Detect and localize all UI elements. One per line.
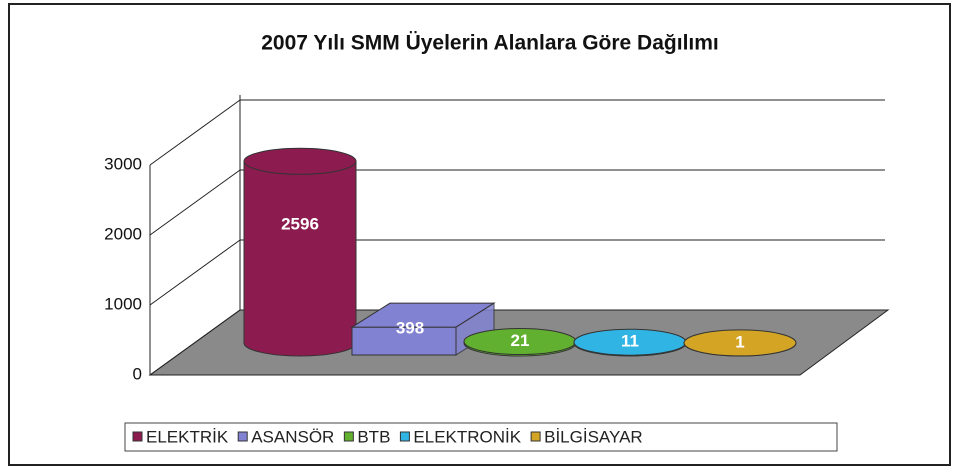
value-label: 21	[511, 331, 530, 350]
value-label: 398	[396, 319, 424, 338]
y-tick-label: 3000	[104, 154, 142, 173]
y-tick-label: 0	[133, 364, 142, 383]
grid-line	[149, 309, 241, 376]
legend-swatch	[343, 431, 354, 442]
value-label: 1	[735, 332, 744, 351]
grid-line	[149, 239, 241, 306]
y-tick-label: 2000	[104, 224, 142, 243]
bar-body	[243, 160, 357, 357]
bar-top	[683, 329, 797, 357]
bar-top	[243, 147, 357, 175]
value-label: 11	[621, 332, 639, 351]
legend-label: BİLGİSAYAR	[544, 427, 643, 446]
chart-title: 2007 Yılı SMM Üyelerin Alanlara Göre Dağ…	[261, 32, 719, 55]
grid-line	[149, 99, 241, 166]
y-tick-label: 1000	[104, 294, 142, 313]
legend-swatch	[530, 431, 541, 442]
legend-label: ELEKTRİK	[146, 427, 229, 446]
grid-line	[149, 169, 241, 236]
frame	[8, 3, 951, 466]
legend-swatch	[399, 431, 410, 442]
legend-label: ELEKTRONİK	[413, 427, 521, 446]
value-label: 2596	[281, 214, 319, 233]
legend-label: BTB	[357, 427, 390, 446]
legend-label: ASANSÖR	[251, 427, 334, 446]
legend-swatch	[237, 431, 248, 442]
legend-swatch	[132, 431, 143, 442]
